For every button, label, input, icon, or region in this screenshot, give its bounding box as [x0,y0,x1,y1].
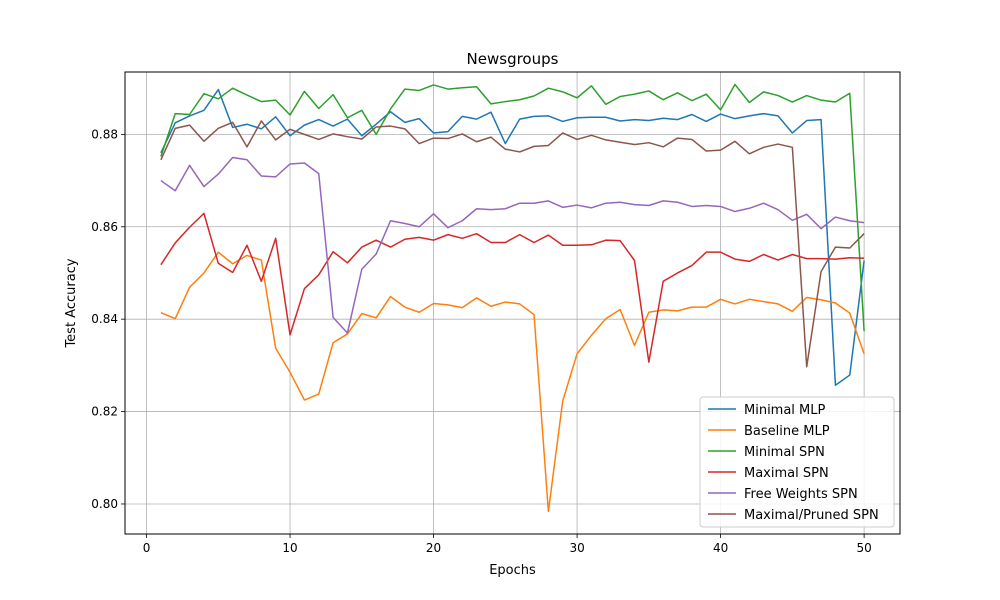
series-line-maximal-pruned-spn [160,120,865,368]
y-axis-label: Test Accuracy [64,258,79,348]
series-line-minimal-spn [160,83,865,332]
x-tick-label: 30 [569,541,584,555]
series-lines [160,83,865,513]
series-line-free-weights-spn [160,156,865,334]
y-tick-label: 0.80 [91,497,118,511]
series-line-maximal-spn [160,212,865,363]
y-tick-label: 0.86 [91,220,118,234]
legend-label: Maximal/Pruned SPN [744,508,879,523]
x-axis-label: Epochs [489,563,536,578]
legend-box [699,396,895,528]
x-axis: 0 10 20 30 40 50 [143,534,872,555]
legend-label: Minimal SPN [744,445,825,460]
y-tick-label: 0.88 [91,127,118,141]
x-tick-label: 20 [426,541,441,555]
plot-area-frame [124,71,901,535]
series-line-minimal-mlp [160,88,865,386]
x-tick-label: 50 [856,541,871,555]
legend-label: Baseline MLP [744,424,830,439]
legend-label: Minimal MLP [744,403,826,418]
x-tick-label: 10 [282,541,297,555]
y-axis: 0.80 0.82 0.84 0.86 0.88 [91,127,125,511]
y-tick-label: 0.82 [91,405,118,419]
legend: Minimal MLP Baseline MLP Minimal SPN Maxima… [699,396,895,528]
x-tick-label: 0 [143,541,151,555]
x-tick-label: 40 [713,541,728,555]
y-tick-label: 0.84 [91,312,118,326]
legend-label: Maximal SPN [744,466,829,481]
series-line-baseline-mlp [160,251,865,513]
legend-label: Free Weights SPN [744,487,858,502]
chart-title: Newsgroups [467,50,559,68]
